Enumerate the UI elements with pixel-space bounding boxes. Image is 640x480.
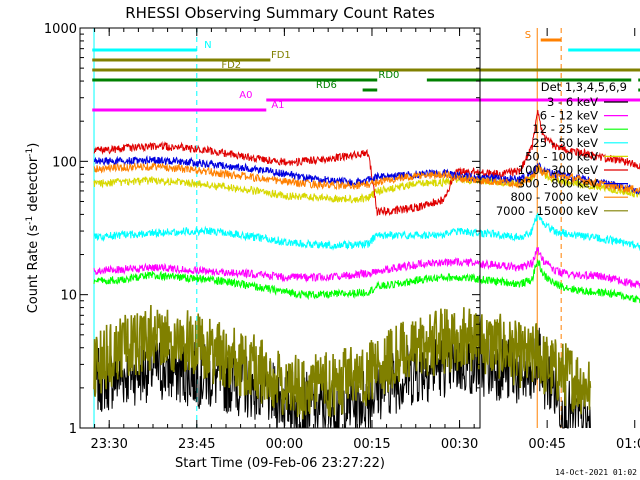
series-line <box>93 109 640 217</box>
legend-title: Det 1,3,4,5,6,9 <box>541 80 627 94</box>
x-axis-label: Start Time (09-Feb-06 23:27:22) <box>175 456 385 471</box>
y-tick-label: 1 <box>69 422 77 437</box>
series-line <box>93 212 640 251</box>
chart-title: RHESSI Observing Summary Count Rates <box>125 4 435 22</box>
series-line <box>93 258 640 304</box>
legend-label: 800 - 7000 keV <box>510 190 598 204</box>
y-axis-label-main: Count Rate (s <box>26 225 41 314</box>
series-layer <box>93 109 640 429</box>
plot-frame <box>79 27 481 429</box>
y-tick-label: 100 <box>52 155 77 170</box>
flag-label: RD6 <box>316 80 337 91</box>
flag-label: FD1 <box>271 50 291 61</box>
flag-label: S <box>525 30 531 41</box>
legend-label: 12 - 25 keV <box>532 122 598 136</box>
flag-bars: S N FD1 FD2 RD0 RD6 A0 A1 <box>92 30 640 112</box>
y-axis-label-mid: detector <box>26 156 41 216</box>
x-tick-label: 00:45 <box>528 437 565 452</box>
x-tick-label: 00:15 <box>353 437 390 452</box>
flag-label: RD0 <box>378 70 399 81</box>
flag-label: FD2 <box>221 60 241 71</box>
legend-label: 6 - 12 keV <box>540 109 598 123</box>
legend-label: 100 - 300 keV <box>518 163 598 177</box>
series-line <box>93 155 640 195</box>
series-line <box>93 162 640 204</box>
flag-label: N <box>204 40 211 51</box>
x-tick-label: 23:45 <box>178 437 215 452</box>
footer-timestamp: 14-Oct-2021 01:02 <box>555 468 637 477</box>
x-tick-label: 01:00 <box>616 437 640 452</box>
legend-label: 25 - 50 keV <box>532 136 598 150</box>
y-axis-label-sup2: -1 <box>25 148 35 157</box>
y-axis-label-sup1: -1 <box>25 216 35 225</box>
x-tick-label: 00:00 <box>266 437 303 452</box>
x-axis-ticks: 23:30 23:45 00:00 00:15 00:30 00:45 01:00 <box>90 28 640 452</box>
legend-label: 7000 - 15000 keV <box>496 204 598 218</box>
y-tick-label: 10 <box>60 289 77 304</box>
series-line <box>93 247 640 289</box>
y-axis-ticks: 1 10 100 1000 <box>44 22 480 437</box>
flag-label: A1 <box>271 100 284 111</box>
legend-label: 50 - 100 keV <box>525 149 598 163</box>
series-line <box>93 304 592 420</box>
flag-label: A0 <box>239 90 252 101</box>
series-line <box>93 162 640 194</box>
legend-label: 300 - 800 keV <box>518 177 598 191</box>
y-axis-label: Count Rate (s-1 detector-1) <box>25 143 41 314</box>
legend-label: 3 - 6 keV <box>547 95 598 109</box>
x-tick-label: 23:30 <box>90 437 127 452</box>
y-tick-label: 1000 <box>44 22 77 37</box>
x-tick-label: 00:30 <box>441 437 478 452</box>
y-axis-label-end: ) <box>26 143 41 148</box>
